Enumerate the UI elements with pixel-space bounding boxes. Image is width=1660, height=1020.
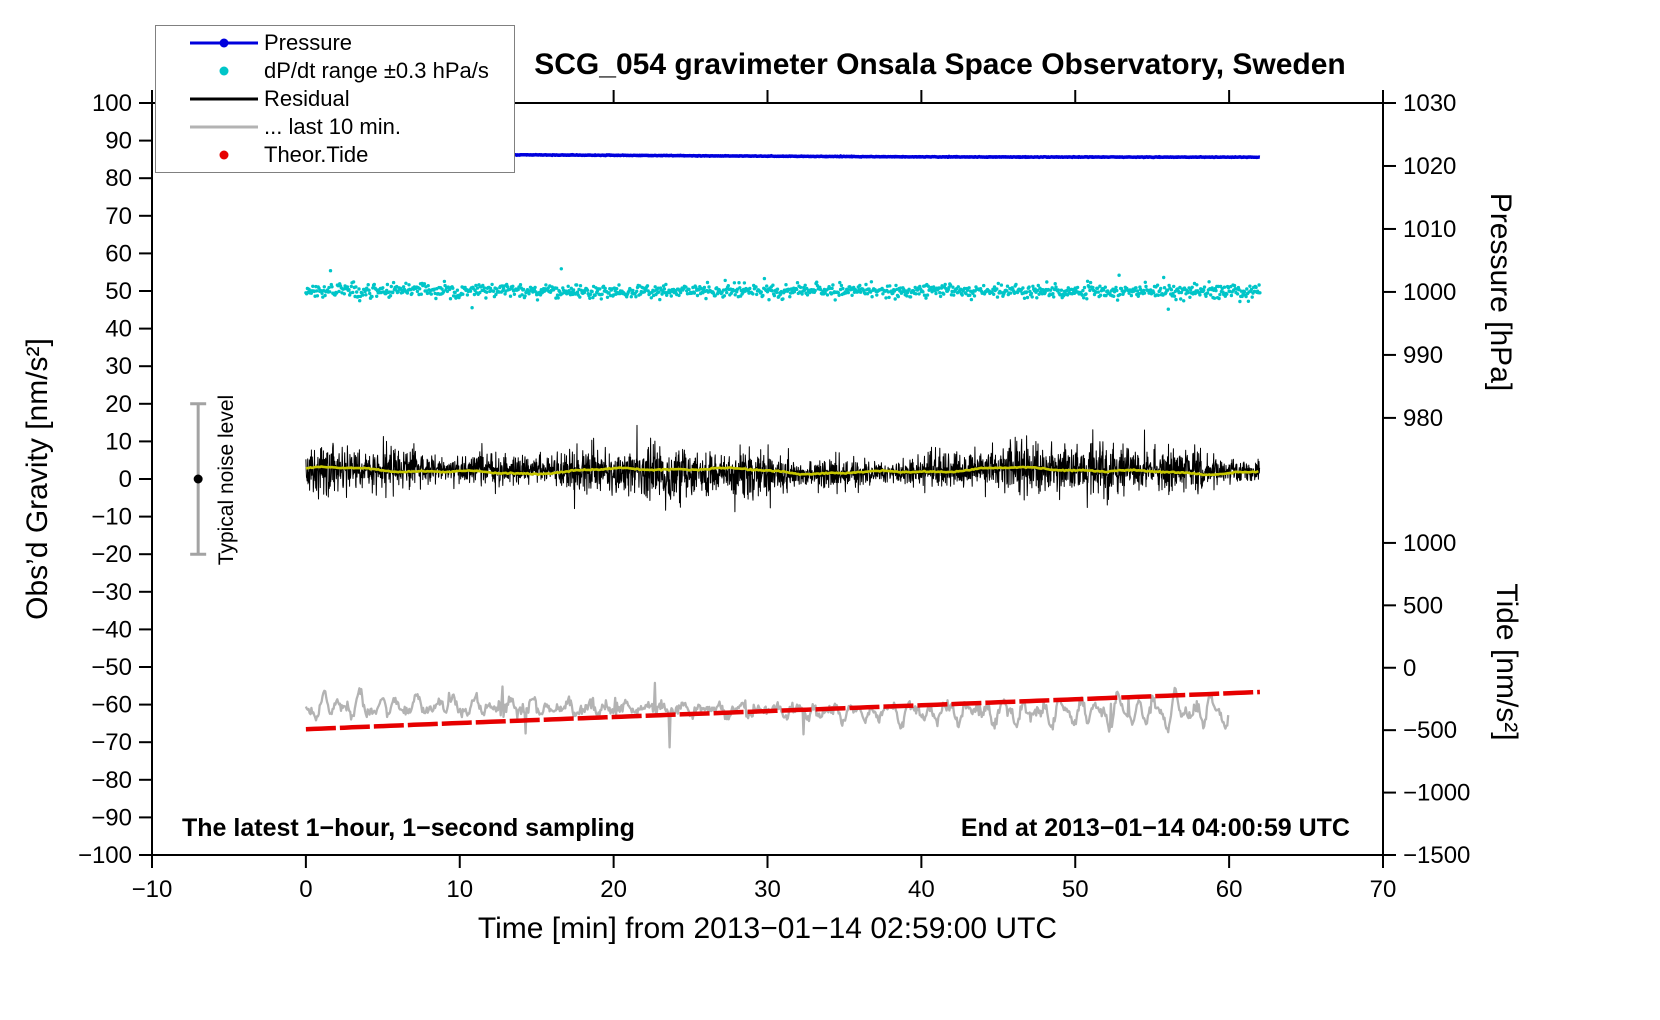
- y-axis-label-gravity: Obs’d Gravity [nm/s²]: [21, 338, 54, 620]
- gravity-tick-label: 90: [105, 128, 132, 155]
- legend-item: ... last 10 min.: [156, 113, 514, 141]
- gravity-tick-label: −10: [91, 504, 132, 531]
- chart-title: SCG_054 gravimeter Onsala Space Observat…: [534, 48, 1346, 81]
- residual-legend-marker: [190, 97, 258, 101]
- legend-label: Residual: [264, 86, 350, 111]
- plot-frame: [151, 102, 1384, 856]
- gravity-tick-label: 60: [105, 240, 132, 267]
- pressure-tick-label: 1010: [1403, 216, 1456, 243]
- tide-tick-label: −500: [1403, 717, 1457, 744]
- pressure-tick-label: 1000: [1403, 279, 1456, 306]
- gravity-tick-label: −30: [91, 579, 132, 606]
- tide-tick-label: −1500: [1403, 842, 1470, 869]
- legend-item: Pressure: [156, 29, 514, 57]
- legend-item: Theor.Tide: [156, 141, 514, 169]
- legend-label: dP/dt range ±0.3 hPa/s: [264, 58, 489, 83]
- gravity-tick-label: −60: [91, 692, 132, 719]
- x-tick-label: 40: [908, 876, 935, 903]
- series-dp-dt-range-0-3-hpa-s: [304, 267, 1262, 311]
- legend-label: Theor.Tide: [264, 142, 369, 167]
- pressure-tick-label: 980: [1403, 405, 1443, 432]
- x-tick-label: 60: [1216, 876, 1243, 903]
- gravity-tick-label: 50: [105, 278, 132, 305]
- end-time-annotation: End at 2013−01−14 04:00:59 UTC: [960, 814, 1350, 842]
- gravity-tick-label: −20: [91, 541, 132, 568]
- dp-dt-range-0-3-hpa-s-legend-marker: [219, 66, 229, 76]
- series-residual: [305, 424, 1261, 513]
- x-tick-label: 20: [600, 876, 627, 903]
- noise-level-dot: [193, 474, 203, 484]
- gravity-tick-label: 20: [105, 391, 132, 418]
- x-axis-label: Time [min] from 2013−01−14 02:59:00 UTC: [477, 912, 1058, 945]
- gravity-tick-label: −90: [91, 804, 132, 831]
- legend-label: ... last 10 min.: [264, 114, 401, 139]
- pressure-tick-label: 1030: [1403, 90, 1456, 117]
- legend-item: dP/dt range ±0.3 hPa/s: [156, 57, 514, 85]
- tide-tick-label: 1000: [1403, 530, 1456, 557]
- tide-tick-label: 500: [1403, 592, 1443, 619]
- gravity-tick-label: 0: [119, 466, 132, 493]
- noise-level-label: Typical noise level: [215, 394, 238, 566]
- x-tick-label: −10: [132, 876, 173, 903]
- pressure-tick-label: 990: [1403, 342, 1443, 369]
- gravity-tick-label: 70: [105, 203, 132, 230]
- gravity-tick-label: −100: [78, 842, 132, 869]
- x-tick-label: 30: [754, 876, 781, 903]
- tide-tick-label: −1000: [1403, 780, 1470, 807]
- series-last-10-min: [304, 681, 1230, 749]
- x-tick-label: 70: [1370, 876, 1397, 903]
- gravity-tick-label: −80: [91, 767, 132, 794]
- last-10-min-legend-marker: [190, 125, 258, 129]
- x-tick-label: 10: [446, 876, 473, 903]
- gravity-tick-label: 100: [92, 90, 132, 117]
- tide-tick-label: 0: [1403, 655, 1416, 682]
- gravity-tick-label: −50: [91, 654, 132, 681]
- x-tick-label: 0: [299, 876, 312, 903]
- y-axis-label-tide: Tide [nm/s²]: [1490, 583, 1523, 741]
- theor-tide-legend-marker: [219, 150, 229, 160]
- x-tick-label: 50: [1062, 876, 1089, 903]
- gravity-tick-label: −40: [91, 616, 132, 643]
- gravity-tick-label: 30: [105, 353, 132, 380]
- y-axis-label-pressure: Pressure [hPa]: [1484, 192, 1517, 392]
- legend-label: Pressure: [264, 30, 353, 55]
- series-theor-tide: [305, 689, 1260, 732]
- legend: Pressure dP/dt range ±0.3 hPa/s Residual..…: [155, 25, 515, 173]
- gravity-tick-label: 40: [105, 316, 132, 343]
- series-residual-smoothed: [305, 465, 1259, 477]
- sampling-annotation: The latest 1−hour, 1−second sampling: [182, 814, 635, 842]
- noise-level-bar: [190, 402, 207, 556]
- gravity-tick-label: −70: [91, 729, 132, 756]
- pressure-legend-marker: [190, 38, 258, 48]
- gravity-tick-label: 10: [105, 428, 132, 455]
- legend-item: Residual: [156, 85, 514, 113]
- pressure-tick-label: 1020: [1403, 153, 1456, 180]
- gravity-tick-label: 80: [105, 165, 132, 192]
